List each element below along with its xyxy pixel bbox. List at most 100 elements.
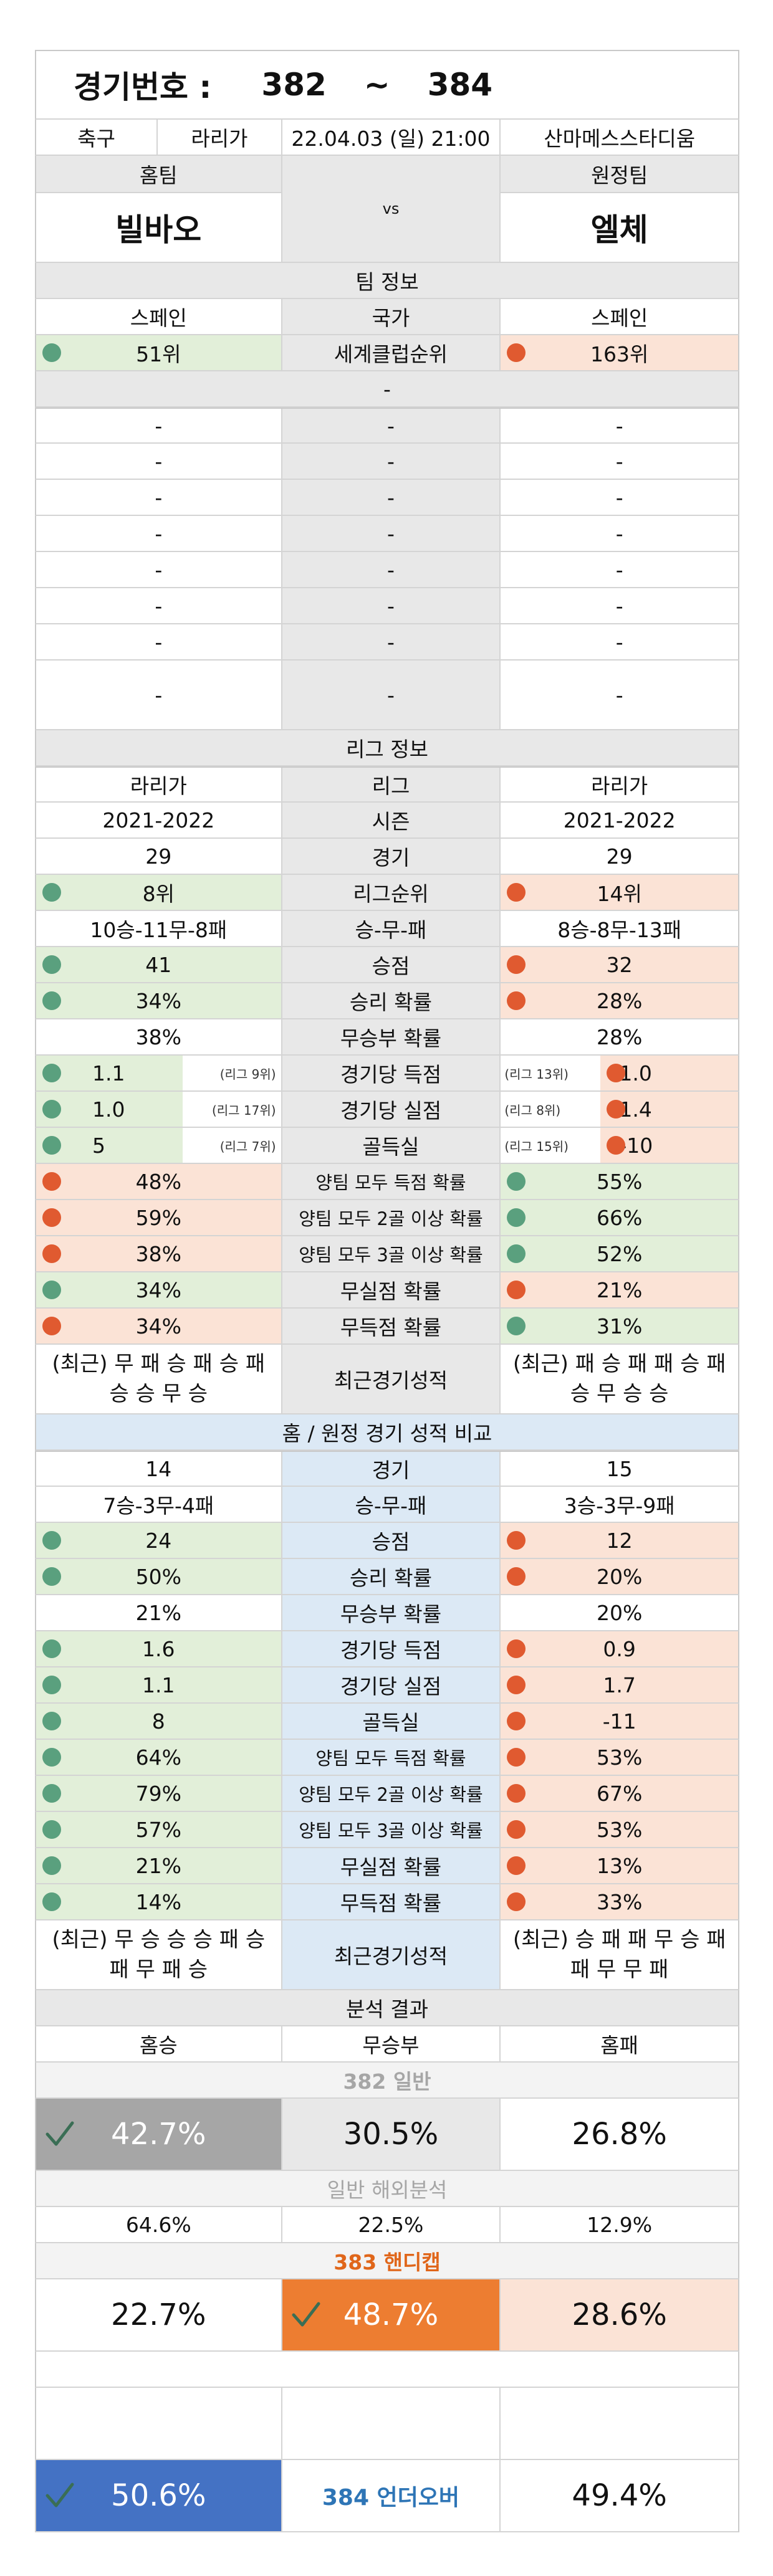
home-stat: 64% <box>36 1740 282 1775</box>
away-stat: 12 <box>501 1523 738 1558</box>
red-dot-icon <box>507 1712 526 1730</box>
team-info-title: 팀 정보 <box>36 263 738 298</box>
green-dot-icon <box>42 883 61 902</box>
spacer-row <box>35 2352 739 2388</box>
stat-row: 8위 리그순위 14위 <box>35 875 739 911</box>
country-label: 국가 <box>282 299 501 334</box>
away-stat-value: 20% <box>596 1564 643 1589</box>
dash-label: - <box>282 480 501 515</box>
stat-row: 57% 양팀 모두 3골 이상 확률 53% <box>35 1812 739 1848</box>
match-number-tilde: ~ <box>363 67 390 103</box>
home-stat-value: 10승-11무-8패 <box>90 918 228 942</box>
away-stat-value: 0.9 <box>603 1636 636 1661</box>
stat-label: 경기당 득점 <box>282 1631 501 1666</box>
dash-rows: ------------------------ <box>35 408 739 730</box>
uo-blank-left <box>36 2388 282 2459</box>
home-stat: 29 <box>36 839 282 874</box>
home-stat-value: 21% <box>135 1853 181 1878</box>
general-home-value: 42.7% <box>111 2117 206 2152</box>
home-stat: 5 (리그 7위) <box>36 1128 282 1163</box>
green-dot-icon <box>42 1784 61 1803</box>
stat-row: 14% 무득점 확률 33% <box>35 1884 739 1920</box>
stat-row: 1.1 경기당 실점 1.7 <box>35 1667 739 1704</box>
home-stat-value: 24 <box>145 1528 172 1553</box>
home-league-recent: (최근) 무 패 승 패 승 패 승 승 무 승 <box>36 1345 282 1413</box>
away-stat: 13% <box>501 1848 738 1883</box>
away-stat-value: 28% <box>596 988 643 1013</box>
home-stat-value: 29 <box>145 844 172 869</box>
away-stat: 14위 <box>501 875 738 910</box>
home-team-name: 빌바오 <box>115 212 202 248</box>
dash-label: - <box>282 444 501 479</box>
stat-label: 리그 <box>282 768 501 801</box>
home-stat: 7승-3무-4패 <box>36 1487 282 1522</box>
green-dot-icon <box>42 1639 61 1658</box>
red-dot-icon <box>42 1244 61 1263</box>
home-stat: 8위 <box>36 875 282 910</box>
home-stat-value: 41 <box>145 952 172 977</box>
stat-label: 승-무-패 <box>282 911 501 946</box>
home-world-rank: 51위 <box>36 335 282 370</box>
green-dot-icon <box>42 1136 61 1155</box>
away-stat: -11 <box>501 1704 738 1739</box>
stat-label: 무득점 확률 <box>282 1309 501 1343</box>
home-stat: 59% <box>36 1200 282 1235</box>
general-title: 382 일반 <box>36 2063 738 2097</box>
away-stat-value: 21% <box>596 1277 643 1302</box>
home-stat: 48% <box>36 1164 282 1199</box>
world-rank-row: 51위 세계클럽순위 163위 <box>35 335 739 371</box>
dash-home: - <box>36 409 282 442</box>
red-dot-icon <box>42 1208 61 1227</box>
away-stat-value: 33% <box>596 1889 643 1914</box>
stat-row: 50% 승리 확률 20% <box>35 1559 739 1595</box>
general-row: 42.7% 30.5% 26.8% <box>35 2099 739 2171</box>
away-stat-value: 31% <box>596 1314 643 1338</box>
stat-row: 21% 무승부 확률 20% <box>35 1595 739 1631</box>
stat-row: 79% 양팀 모두 2골 이상 확률 67% <box>35 1776 739 1812</box>
home-stat-value: 48% <box>135 1169 181 1194</box>
stat-label: 승점 <box>282 947 501 982</box>
stat-row: 29 경기 29 <box>35 839 739 875</box>
away-stat: 8승-8무-13패 <box>501 911 738 946</box>
away-stat-value: 29 <box>606 844 633 869</box>
home-stat: 1.1 (리그 9위) <box>36 1056 282 1090</box>
away-country: 스페인 <box>591 306 648 330</box>
handicap-home: 22.7% <box>36 2279 282 2350</box>
col-home-loss: 홈패 <box>600 2033 639 2058</box>
home-stat: 1.6 <box>36 1631 282 1666</box>
match-datetime: 22.04.03 (일) 21:00 <box>282 120 501 155</box>
dash-home: - <box>36 624 282 659</box>
stat-label: 무승부 확률 <box>282 1019 501 1054</box>
home-league-rank-note: (리그 9위) <box>219 1066 276 1082</box>
home-stat: 34% <box>36 1309 282 1343</box>
league-info-title: 리그 정보 <box>36 730 738 765</box>
stat-row: 21% 무실점 확률 13% <box>35 1848 739 1884</box>
stat-label: 양팀 모두 2골 이상 확률 <box>282 1776 501 1811</box>
away-stat: 28% <box>501 983 738 1018</box>
home-country: 스페인 <box>36 299 282 334</box>
away-stat-value: 53% <box>596 1745 643 1770</box>
stat-label: 경기당 실점 <box>282 1092 501 1127</box>
red-dot-icon <box>507 991 526 1010</box>
red-dot-icon <box>507 1820 526 1839</box>
dash-label: - <box>282 552 501 587</box>
home-stat: 34% <box>36 983 282 1018</box>
analysis-section: 분석 결과 <box>35 1990 739 2026</box>
red-dot-icon <box>507 1281 526 1299</box>
green-dot-icon <box>42 1676 61 1694</box>
away-stat-value: 67% <box>596 1781 643 1806</box>
away-league-rank-note: (리그 13위) <box>504 1066 569 1082</box>
dash-away: - <box>615 682 623 707</box>
check-icon <box>46 2483 74 2507</box>
dash-label: - <box>282 516 501 551</box>
away-stat-value: 55% <box>596 1169 643 1194</box>
green-dot-icon <box>507 1244 526 1263</box>
overseas-title: 일반 해외분석 <box>36 2171 738 2206</box>
away-stat: 1.7 <box>501 1667 738 1702</box>
home-stat-value: 38% <box>135 1024 181 1049</box>
stat-row: 38% 양팀 모두 3골 이상 확률 52% <box>35 1236 739 1272</box>
green-dot-icon <box>42 1567 61 1586</box>
green-dot-icon <box>42 1712 61 1730</box>
red-dot-icon <box>507 883 526 902</box>
green-dot-icon <box>42 1281 61 1299</box>
